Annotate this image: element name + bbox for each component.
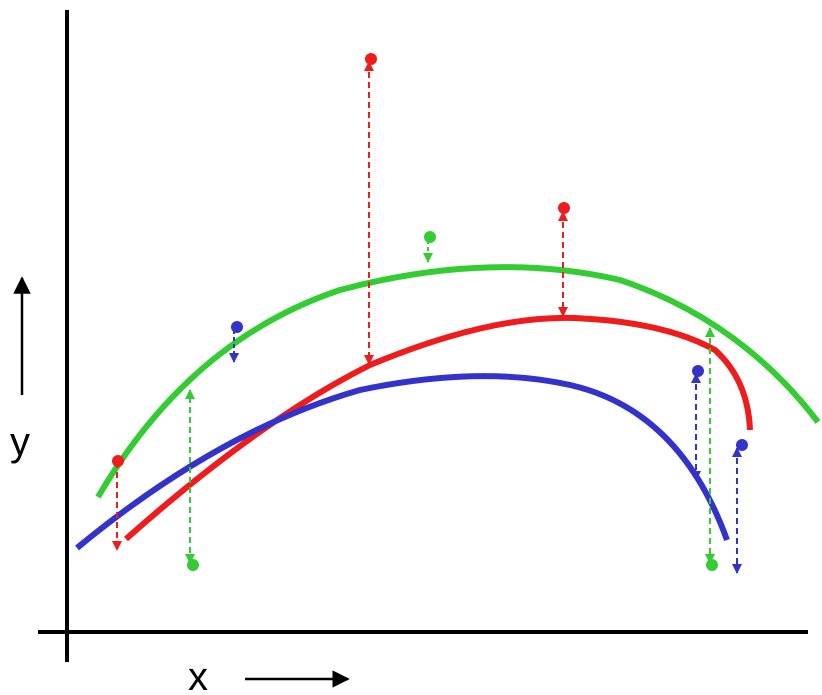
green-data-point-1 [187,559,199,571]
green-data-point-2 [424,231,436,243]
green-residuals [185,231,718,571]
red-data-point-2 [365,53,377,65]
red-data-point-3 [558,202,570,214]
red-residuals [112,53,570,551]
x-axis-label: x [188,655,208,695]
blue-data-point-3 [736,439,748,451]
blue-curve [75,373,730,551]
blue-data-point-1 [231,321,243,333]
green-curve [95,264,821,499]
blue-data-point-2 [692,365,704,377]
blue-residuals [229,321,748,574]
red-data-point-1 [112,455,124,467]
green-data-point-3 [706,559,718,571]
y-axis-label: y [10,420,30,464]
